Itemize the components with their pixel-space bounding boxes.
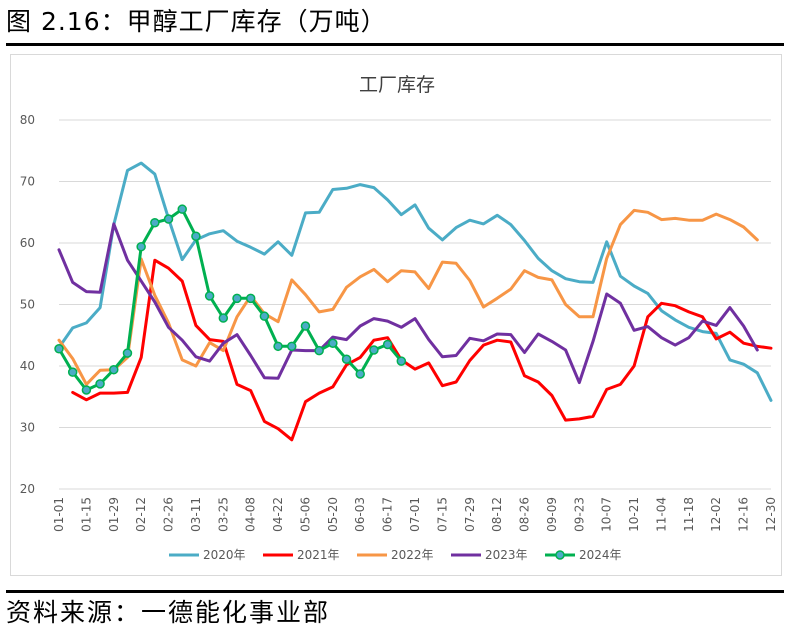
data-point <box>122 348 133 358</box>
x-tick-label: 03-11 <box>189 497 203 532</box>
x-tick-label: 11-04 <box>654 497 668 532</box>
series-line <box>57 161 773 402</box>
y-tick-label: 40 <box>20 359 35 373</box>
data-point <box>136 241 146 252</box>
y-tick-label: 30 <box>20 421 35 435</box>
top-rule <box>6 43 784 46</box>
data-point <box>355 369 365 379</box>
y-axis: 20 30 40 50 60 70 80 <box>20 113 35 496</box>
x-tick-label: 09-23 <box>572 497 586 532</box>
x-tick-label: 09-09 <box>545 497 559 532</box>
x-tick-label: 06-03 <box>353 497 367 532</box>
x-tick-label: 08-26 <box>518 497 532 532</box>
y-tick-label: 80 <box>20 113 35 127</box>
figure-title: 图 2.16：甲醇工厂库存（万吨） <box>6 7 387 36</box>
data-point <box>163 214 174 224</box>
x-tick-label: 03-25 <box>216 497 230 532</box>
legend-label: 2022年 <box>391 548 434 562</box>
data-point <box>67 367 78 377</box>
data-point <box>245 293 256 304</box>
y-tick-label: 70 <box>20 175 35 189</box>
legend-item: 2023年 <box>451 548 528 562</box>
x-tick-label: 05-06 <box>298 497 312 532</box>
legend: 2020年 2021年 2022年 2023年 2024年 <box>169 548 622 562</box>
series-2023年 <box>57 222 759 385</box>
legend-item: 2020年 <box>169 548 246 562</box>
data-point <box>341 354 352 364</box>
x-tick-label: 02-12 <box>134 497 148 532</box>
data-point <box>54 344 64 354</box>
chart-frame: 工厂库存 20 30 40 50 60 70 80 01-01 01-15 01-29 02-12… <box>10 54 782 576</box>
series-lines <box>54 161 773 442</box>
data-point <box>273 341 283 352</box>
data-point <box>95 379 105 389</box>
x-tick-label: 08-12 <box>490 497 504 532</box>
data-point <box>396 356 407 366</box>
x-tick-label: 07-01 <box>408 497 422 532</box>
data-point <box>218 313 229 323</box>
legend-label: 2024年 <box>579 548 622 562</box>
data-point <box>369 345 379 355</box>
data-point <box>109 364 119 375</box>
legend-item: 2021年 <box>263 548 340 562</box>
line-chart: 工厂库存 20 30 40 50 60 70 80 01-01 01-15 01-29 02-12… <box>20 74 778 562</box>
data-point <box>81 385 92 395</box>
x-tick-label: 01-01 <box>52 497 66 532</box>
legend-label: 2023年 <box>485 548 528 562</box>
legend-label: 2021年 <box>297 548 340 562</box>
series-2024年 <box>54 204 407 395</box>
x-tick-label: 04-22 <box>271 497 285 532</box>
x-tick-label: 04-08 <box>244 497 258 532</box>
data-point <box>314 345 324 356</box>
y-tick-label: 50 <box>20 298 35 312</box>
x-tick-label: 12-02 <box>709 497 723 532</box>
data-point <box>204 291 215 301</box>
data-point <box>328 338 338 348</box>
x-tick-label: 10-21 <box>627 497 641 532</box>
x-axis: 01-01 01-15 01-29 02-12 02-26 03-11 03-25 04-08… <box>52 497 778 532</box>
data-point <box>287 341 297 352</box>
data-point <box>300 321 311 331</box>
source-note: 资料来源：一德能化事业部 <box>6 598 331 627</box>
series-2022年 <box>57 208 759 386</box>
data-point <box>382 339 393 350</box>
data-point <box>232 293 242 304</box>
data-point <box>259 311 270 321</box>
legend-item: 2022年 <box>357 548 434 562</box>
legend-item: 2024年 <box>545 548 622 562</box>
x-tick-label: 07-15 <box>435 497 449 532</box>
data-point <box>191 231 201 241</box>
x-tick-label: 10-07 <box>600 497 614 532</box>
x-tick-label: 05-20 <box>326 497 340 532</box>
series-line <box>57 208 759 386</box>
x-tick-label: 11-18 <box>682 497 696 532</box>
series-2020年 <box>57 161 773 402</box>
chart-title: 工厂库存 <box>359 74 435 96</box>
legend-marker <box>555 550 565 560</box>
data-point <box>177 204 187 214</box>
x-tick-label: 06-17 <box>381 497 395 532</box>
series-2021年 <box>71 258 773 442</box>
y-tick-label: 60 <box>20 236 35 250</box>
y-tick-label: 20 <box>20 482 35 496</box>
data-point <box>150 217 160 228</box>
x-tick-label: 01-15 <box>79 497 93 532</box>
series-line <box>71 258 773 442</box>
series-line <box>57 222 759 385</box>
legend-label: 2020年 <box>203 548 246 562</box>
x-tick-label: 01-29 <box>107 497 121 532</box>
x-tick-label: 12-30 <box>764 497 778 532</box>
x-tick-label: 07-29 <box>463 497 477 532</box>
bottom-rule <box>6 590 784 593</box>
x-tick-label: 12-16 <box>737 497 751 532</box>
x-tick-label: 02-26 <box>162 497 176 532</box>
